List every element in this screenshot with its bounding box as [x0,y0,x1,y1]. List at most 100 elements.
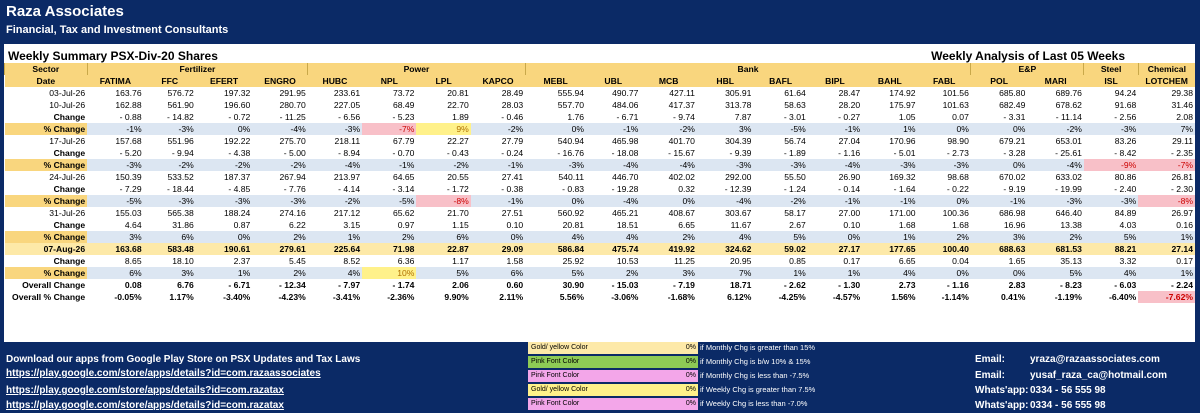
table-cell: 304.39 [725,136,752,146]
table-cell: 26.81 [1171,172,1193,182]
table-cell: - 0.27 [838,112,861,122]
table-cell: - 7.97 [338,280,361,290]
table-cell: 280.70 [279,100,306,110]
table-cell: 586.84 [525,243,587,255]
table-cell: 91.68 [1114,100,1137,110]
table-cell: 401.70 [668,136,695,146]
row-label: % Change [4,231,88,243]
table-cell: 1.68 [952,220,969,230]
table-cell: 679.21 [999,136,1026,146]
table-row: Overall Change 0.08 6.76 - 6.71 - 12.34 - 7.9… [5,279,1196,291]
table-cell: - 3.01 [783,112,806,122]
table-cell: 653.01 [1055,136,1082,146]
table-cell: 9% [416,123,471,135]
table-cell: 197.32 [224,88,251,98]
table-cell: 175.97 [889,100,916,110]
column-header: POL [970,75,1028,87]
table-row: % Change -1% -3% 0% -4% -3% -7% 9% -2% 0% -1% -2% 3%… [4,123,1195,135]
table-cell: 27.04 [838,136,861,146]
table-cell: 11.25 [674,256,695,266]
table-cell: 0.16 [1176,220,1193,230]
table-cell: 484.06 [612,100,639,110]
table-cell: 80.86 [1114,172,1137,182]
app-link-3[interactable]: https://play.google.com/store/apps/detai… [6,400,284,411]
legend-item: Pink Font Color 0% [528,398,698,410]
table-cell: -3% [195,195,253,207]
app-link-1[interactable]: https://play.google.com/store/apps/detai… [6,368,321,379]
table-cell: 0% [525,195,587,207]
table-cell: - 18.44 [167,184,194,194]
table-cell: 26.90 [838,172,861,182]
table-row: Change - 7.29 - 18.44 - 4.85 - 7.76 - 4.14 - 3… [5,183,1196,195]
table-cell: 9.90% [444,292,469,302]
table-cell: 6.76 [177,280,194,290]
table-cell: 18.51 [616,220,639,230]
table-cell: - 0.24 [501,148,524,158]
row-label: 24-Jul-26 [49,172,86,182]
table-cell: - 4.38 [228,148,251,158]
table-cell: -0.05% [114,292,142,302]
table-cell: 2.37 [233,256,251,266]
column-header: BAHL [862,75,918,87]
table-cell: 4% [307,267,363,279]
table-cell: 100.36 [942,208,969,218]
column-header: HBL [696,75,754,87]
table-cell: -2% [1027,123,1084,135]
sector-cell: Bank [524,63,971,75]
table-cell: 27.51 [501,208,524,218]
table-row: 03-Jul-26 163.76 576.72 197.32 291.95 233.61 7… [5,87,1196,99]
table-cell: 100.40 [917,243,971,255]
table-cell: -1% [470,195,526,207]
table-cell: -1% [970,195,1028,207]
table-cell: 83.26 [1114,136,1137,146]
table-cell: -4.57% [832,292,861,302]
table-cell: -2% [416,159,471,171]
legend-rule: if Monthly Chg is greater than 15% [700,343,816,352]
table-cell: - 8.23 [1059,280,1082,290]
table-cell: 1.15 [452,220,469,230]
table-cell: 1.05 [898,112,916,122]
table-cell: 0.04 [952,256,969,266]
table-cell: - 7.29 [119,184,142,194]
table-cell: 2% [1027,231,1084,243]
row-label: Change [53,256,86,266]
table-cell: -3% [753,159,808,171]
row-label: Overall Change [22,280,86,290]
table-cell: 1% [807,267,863,279]
table-cell: - 15.03 [611,280,639,290]
table-cell: 217.12 [333,208,361,218]
table-cell: -3% [917,159,971,171]
table-cell: - 5.20 [119,148,142,158]
table-cell: 4.64 [124,220,142,230]
table-cell: - 0.83 [562,184,585,194]
table-cell: 2.06 [452,280,469,290]
table-cell: 4% [862,267,918,279]
table-cell: 18.10 [172,256,194,266]
table-cell: 58.63 [784,100,806,110]
table-cell: 540.94 [557,136,585,146]
table-cell: -2.36% [387,292,415,302]
column-header: ISL [1083,75,1139,87]
sector-cell: Steel [1083,63,1139,75]
table-cell: - 5.23 [392,112,415,122]
table-cell: 0.17 [843,256,861,266]
contact-whatsapp-2: Whats'app: 0334 - 56 555 98 [975,400,1106,411]
table-row: % Change -5% -3% -3% -3% -2% -5% -8% -1% 0% -4% 0% -… [4,195,1195,207]
app-link-2[interactable]: https://play.google.com/store/apps/detai… [6,385,284,396]
table-cell: -7.62% [1138,291,1195,303]
table-cell: 11.67 [730,220,752,230]
table-cell: 0% [917,195,971,207]
table-cell: -2% [252,159,308,171]
table-cell: - 1.30 [838,280,861,290]
table-cell: -4% [586,159,641,171]
table-cell: - 6.56 [338,112,361,122]
table-cell: -7% [362,123,417,135]
table-cell: 6.12% [727,292,752,302]
table-cell: 225.64 [307,243,363,255]
table-cell: - 9.39 [729,148,752,158]
table-cell: -8% [1138,195,1195,207]
table-cell: 2% [917,231,971,243]
legend-rule: if Monthly Chg is b/w 10% & 15% [700,357,811,366]
table-cell: - 8.42 [1114,148,1137,158]
table-cell: 27.00 [838,208,861,218]
